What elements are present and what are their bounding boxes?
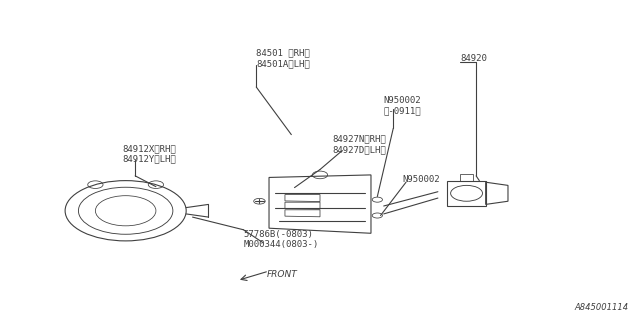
Text: 57786B(-0803)
M000344(0803-): 57786B(-0803) M000344(0803-) xyxy=(244,230,319,249)
Text: N950002
（-0911）: N950002 （-0911） xyxy=(384,96,421,116)
Text: 84501 〈RH〉
84501A〈LH〉: 84501 〈RH〉 84501A〈LH〉 xyxy=(256,49,310,68)
Text: 84920: 84920 xyxy=(460,54,487,63)
Text: A845001114: A845001114 xyxy=(575,303,629,312)
Text: N950002: N950002 xyxy=(403,174,440,184)
Text: FRONT: FRONT xyxy=(266,270,297,279)
Text: 84912X〈RH〉
84912Y〈LH〉: 84912X〈RH〉 84912Y〈LH〉 xyxy=(122,144,176,163)
Text: 84927N〈RH〉
84927D〈LH〉: 84927N〈RH〉 84927D〈LH〉 xyxy=(333,134,387,154)
